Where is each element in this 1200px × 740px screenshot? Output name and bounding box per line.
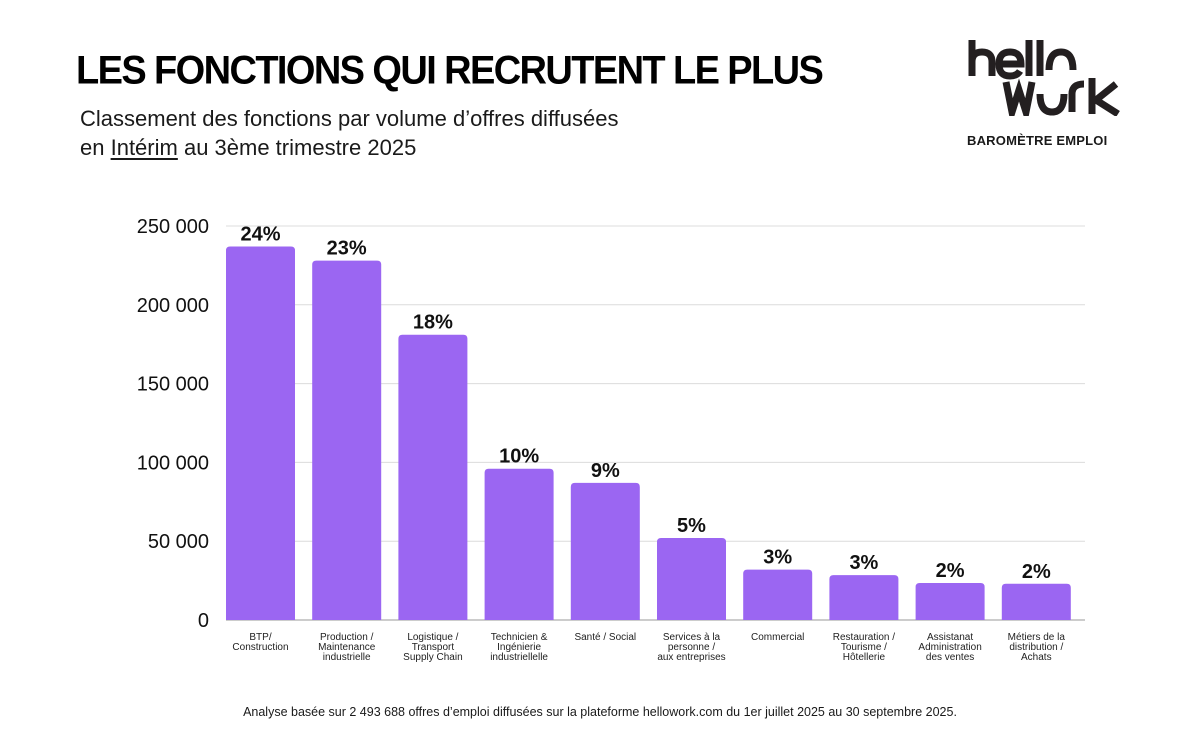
x-axis: BTP/Construction Production / Maintenance i…	[232, 632, 1065, 663]
y-tick-label: 150 000	[137, 374, 209, 396]
subtitle-line-2: en Intérim au 3ème trimestre 2025	[80, 133, 618, 162]
data-label: 23%	[327, 238, 367, 260]
x-tick-label: Restauration / Tourisme / Hôtellerie	[833, 632, 895, 663]
data-label: 2%	[1022, 561, 1051, 583]
x-tick-label: Métiers de la distribution / Achats	[1008, 632, 1066, 663]
data-labels: 24% 23% 18% 10% 9% 5% 3% 3% 2% 2%	[240, 223, 1050, 582]
y-tick-label: 200 000	[137, 295, 209, 317]
x-tick-label: Assistanat Administration des ventes	[918, 632, 981, 663]
bar	[829, 575, 899, 620]
bar	[226, 246, 295, 620]
data-label: 10%	[499, 446, 539, 468]
brand-tagline: BAROMÈTRE EMPLOI	[967, 133, 1108, 148]
page-subtitle: Classement des fonctions par volume d’of…	[80, 104, 618, 162]
bar	[743, 569, 813, 620]
x-tick-label: Production / Maintenance industrielle	[318, 632, 376, 663]
bar	[484, 468, 554, 620]
data-label: 3%	[849, 552, 878, 574]
y-tick-label: 250 000	[137, 216, 209, 238]
x-tick-label: Services à la personne / aux entreprises	[657, 632, 725, 663]
y-tick-label: 50 000	[148, 531, 209, 553]
subtitle-line-1: Classement des fonctions par volume d’of…	[80, 106, 619, 131]
bar	[915, 582, 985, 620]
bars	[226, 246, 1071, 620]
data-label: 5%	[677, 515, 706, 537]
subtitle-prefix: en	[80, 135, 111, 160]
bar	[657, 538, 726, 620]
x-tick-label: Santé / Social	[574, 632, 636, 643]
bar	[1001, 583, 1071, 620]
data-label: 18%	[413, 312, 453, 334]
subtitle-suffix: au 3ème trimestre 2025	[177, 135, 417, 160]
x-tick-label: BTP/Construction	[232, 632, 288, 653]
page-title: LES FONCTIONS QUI RECRUTENT LE PLUS	[76, 48, 824, 94]
y-axis: 0 50 000 100 000 150 000 200 000 250 000	[137, 216, 209, 632]
x-tick-label: Technicien & Ingénierie industriellelle	[490, 632, 548, 663]
hellowork-logo	[968, 40, 1120, 116]
data-label: 24%	[240, 223, 280, 245]
data-label: 2%	[936, 560, 965, 582]
x-tick-label: Commercial	[751, 632, 804, 643]
bar	[312, 260, 382, 620]
x-tick-label: Logistique / Transport Supply Chain	[403, 632, 462, 663]
data-label: 3%	[763, 547, 792, 569]
data-label: 9%	[591, 460, 620, 482]
subtitle-emphasis: Intérim	[110, 135, 178, 160]
y-tick-label: 100 000	[137, 452, 209, 474]
bar	[570, 482, 640, 620]
bar	[398, 334, 468, 620]
y-tick-label: 0	[198, 610, 209, 632]
footnote: Analyse basée sur 2 493 688 offres d’emp…	[243, 705, 957, 719]
